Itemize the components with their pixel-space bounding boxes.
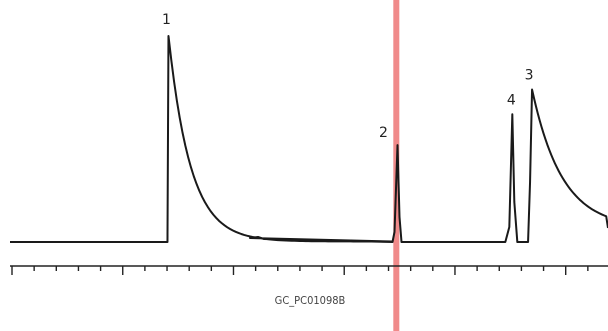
x-axis [10,265,608,275]
peak-label-3: 3 [525,68,534,84]
peak-label-4: 4 [507,92,516,108]
peak-labels: 1 2 43 [162,12,534,141]
trace-layer [10,35,608,243]
peak-label-2: 2 [379,125,388,141]
figure-code-label: GC_PC01098B [275,294,346,307]
chromatogram-trace [10,35,608,243]
peak-label-1: 1 [162,12,171,28]
